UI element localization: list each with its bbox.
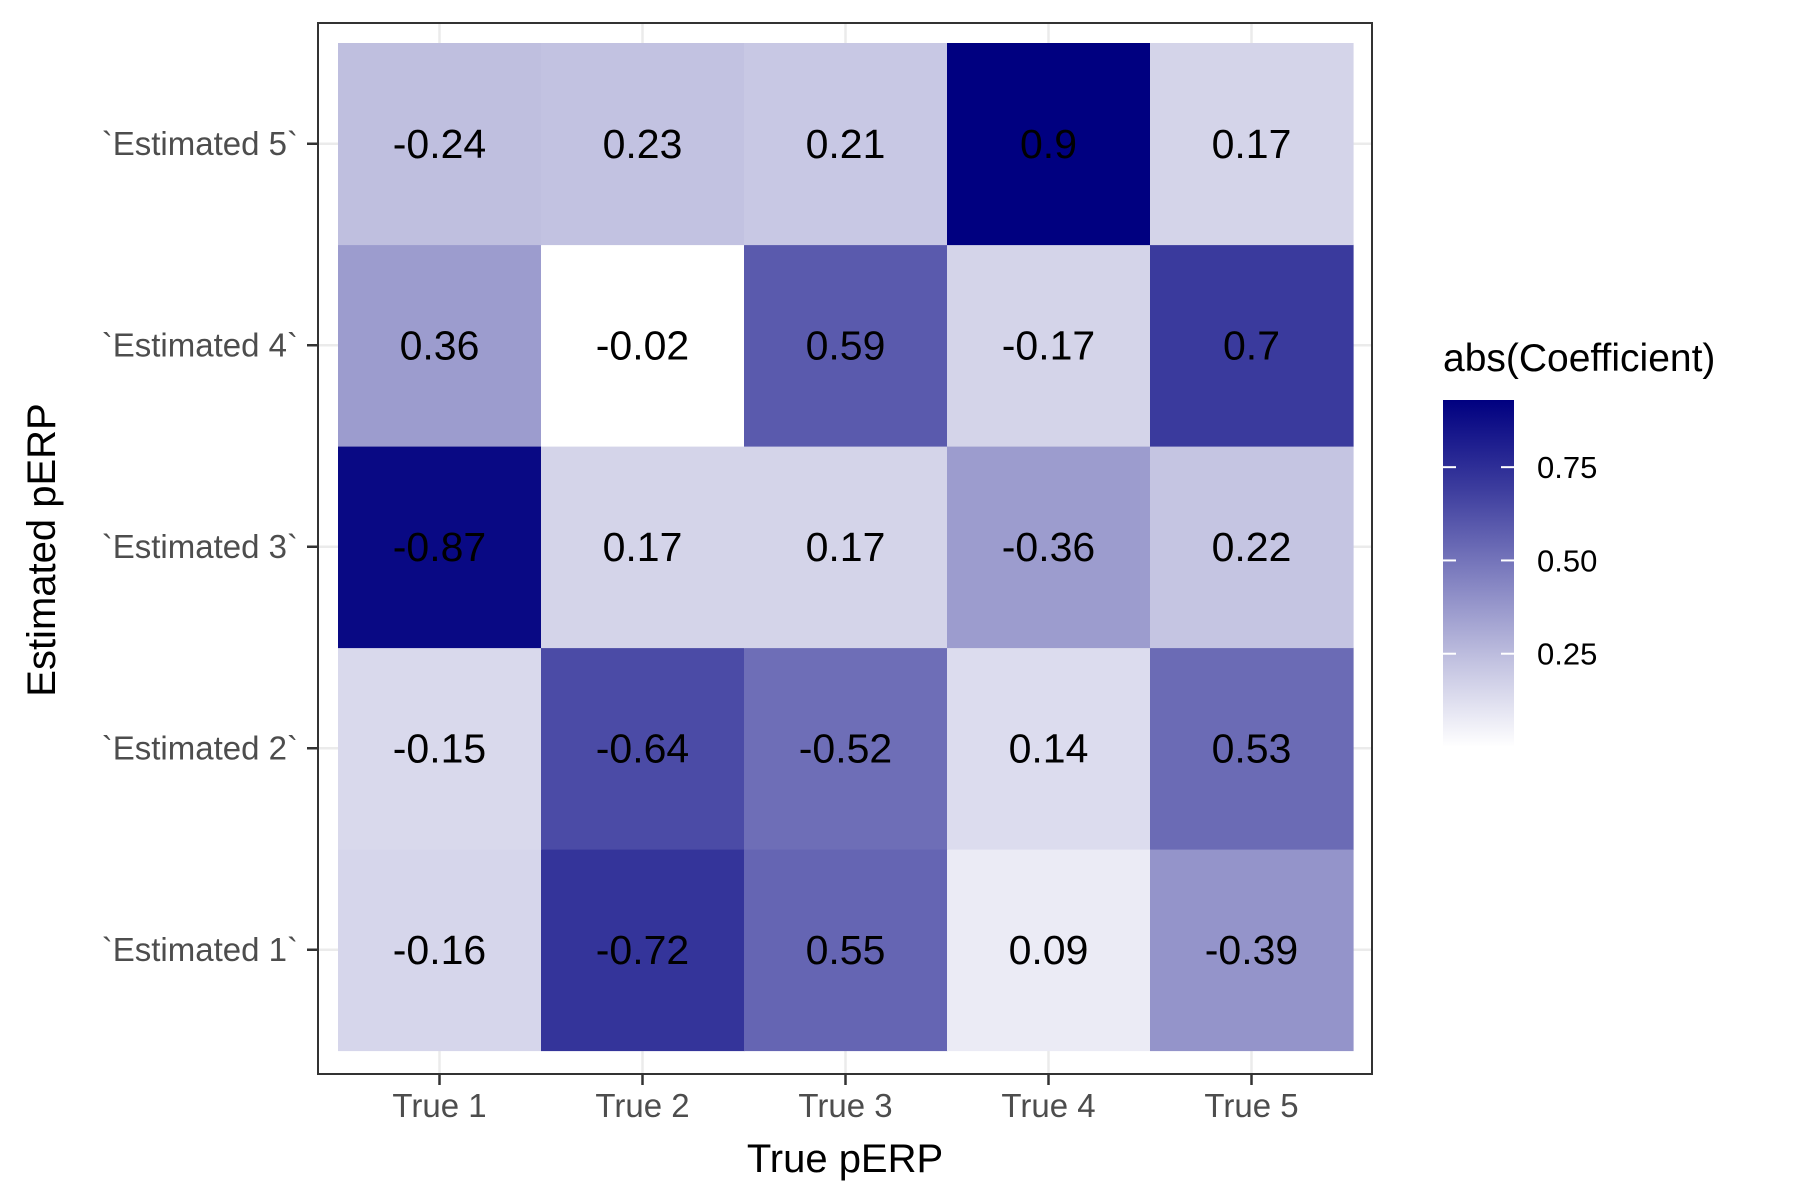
- legend-ticks: 0.25 0.50 0.75: [1443, 450, 1597, 672]
- heatmap-cell: [1150, 647, 1354, 850]
- y-tick-label: `Estimated 3`: [102, 528, 298, 565]
- x-tick-label: True 5: [1204, 1087, 1298, 1124]
- legend-tick-label: 0.75: [1537, 450, 1597, 485]
- cell-value-label: -0.36: [1002, 524, 1095, 570]
- cell-value-label: 0.23: [603, 121, 683, 167]
- cell-value-label: -0.39: [1205, 927, 1298, 973]
- legend-tick-label: 0.25: [1537, 637, 1597, 672]
- cell-value-label: -0.87: [393, 524, 486, 570]
- heatmap-cell: [947, 647, 1151, 850]
- heatmap-cells: -0.16 -0.72 0.55 0.09 -0.39 -0.15 -0.64 -0.52 0.…: [338, 43, 1354, 1052]
- cell-value-label: 0.14: [1009, 725, 1089, 771]
- cell-value-label: 0.59: [806, 322, 886, 368]
- legend-colorbar: [1443, 400, 1514, 747]
- heatmap-cell: [541, 849, 745, 1052]
- heatmap-cell: [338, 849, 542, 1052]
- cell-value-label: 0.9: [1020, 121, 1077, 167]
- cell-value-label: 0.7: [1223, 322, 1280, 368]
- y-tick-label: `Estimated 5`: [102, 125, 298, 162]
- cell-value-label: 0.53: [1212, 725, 1292, 771]
- heatmap-cell: [744, 647, 948, 850]
- cell-value-label: 0.17: [1212, 121, 1292, 167]
- cell-value-label: 0.21: [806, 121, 886, 167]
- cell-value-label: 0.22: [1212, 524, 1292, 570]
- heatmap-cell: [947, 849, 1151, 1052]
- cell-value-label: -0.24: [393, 121, 486, 167]
- y-tick-label: `Estimated 1`: [102, 931, 298, 968]
- cell-value-label: -0.52: [799, 725, 892, 771]
- x-tick-label: True 3: [798, 1087, 892, 1124]
- cell-value-label: 0.17: [603, 524, 683, 570]
- cell-value-label: -0.72: [596, 927, 689, 973]
- y-axis: `Estimated 1` `Estimated 2` `Estimated 3` `…: [102, 125, 318, 968]
- cell-value-label: -0.64: [596, 725, 689, 771]
- x-tick-label: True 2: [595, 1087, 689, 1124]
- heatmap-cell: [541, 647, 745, 850]
- y-axis-title: Estimated pERP: [20, 403, 64, 696]
- cell-value-label: -0.02: [596, 322, 689, 368]
- heatmap-cell: [1150, 849, 1354, 1052]
- x-tick-label: True 1: [392, 1087, 486, 1124]
- heatmap-cell: [338, 446, 542, 649]
- y-tick-label: `Estimated 4`: [102, 326, 298, 363]
- cell-value-label: 0.36: [400, 322, 480, 368]
- y-tick-label: `Estimated 2`: [102, 729, 298, 766]
- heatmap-cell: [541, 446, 745, 649]
- cell-value-label: -0.15: [393, 725, 486, 771]
- heatmap-cell: [338, 647, 542, 850]
- legend-tick-label: 0.50: [1537, 543, 1597, 578]
- heatmap-cell: [338, 43, 542, 246]
- heatmap-cell: [1150, 446, 1354, 649]
- x-axis: True 1 True 2 True 3 True 4 True 5: [392, 1074, 1299, 1124]
- heatmap-cell: [947, 43, 1151, 246]
- cell-value-label: -0.17: [1002, 322, 1095, 368]
- heatmap-cell: [744, 43, 948, 246]
- heatmap-cell: [744, 244, 948, 447]
- heatmap-cell: [541, 244, 745, 447]
- heatmap-cell: [338, 244, 542, 447]
- heatmap-cell: [541, 43, 745, 246]
- cell-value-label: 0.55: [806, 927, 886, 973]
- heatmap-cell: [947, 244, 1151, 447]
- x-tick-label: True 4: [1001, 1087, 1095, 1124]
- heatmap-cell: [947, 446, 1151, 649]
- heatmap-cell: [1150, 244, 1354, 447]
- heatmap-cell: [1150, 43, 1354, 246]
- cell-value-label: 0.17: [806, 524, 886, 570]
- heatmap-cell: [744, 446, 948, 649]
- x-axis-title: True pERP: [747, 1137, 943, 1181]
- cell-value-label: -0.16: [393, 927, 486, 973]
- color-legend: abs(Coefficient) 0.25 0.50 0.75: [1443, 337, 1715, 747]
- heatmap-cell: [744, 849, 948, 1052]
- cell-value-label: 0.09: [1009, 927, 1089, 973]
- legend-title: abs(Coefficient): [1443, 337, 1715, 380]
